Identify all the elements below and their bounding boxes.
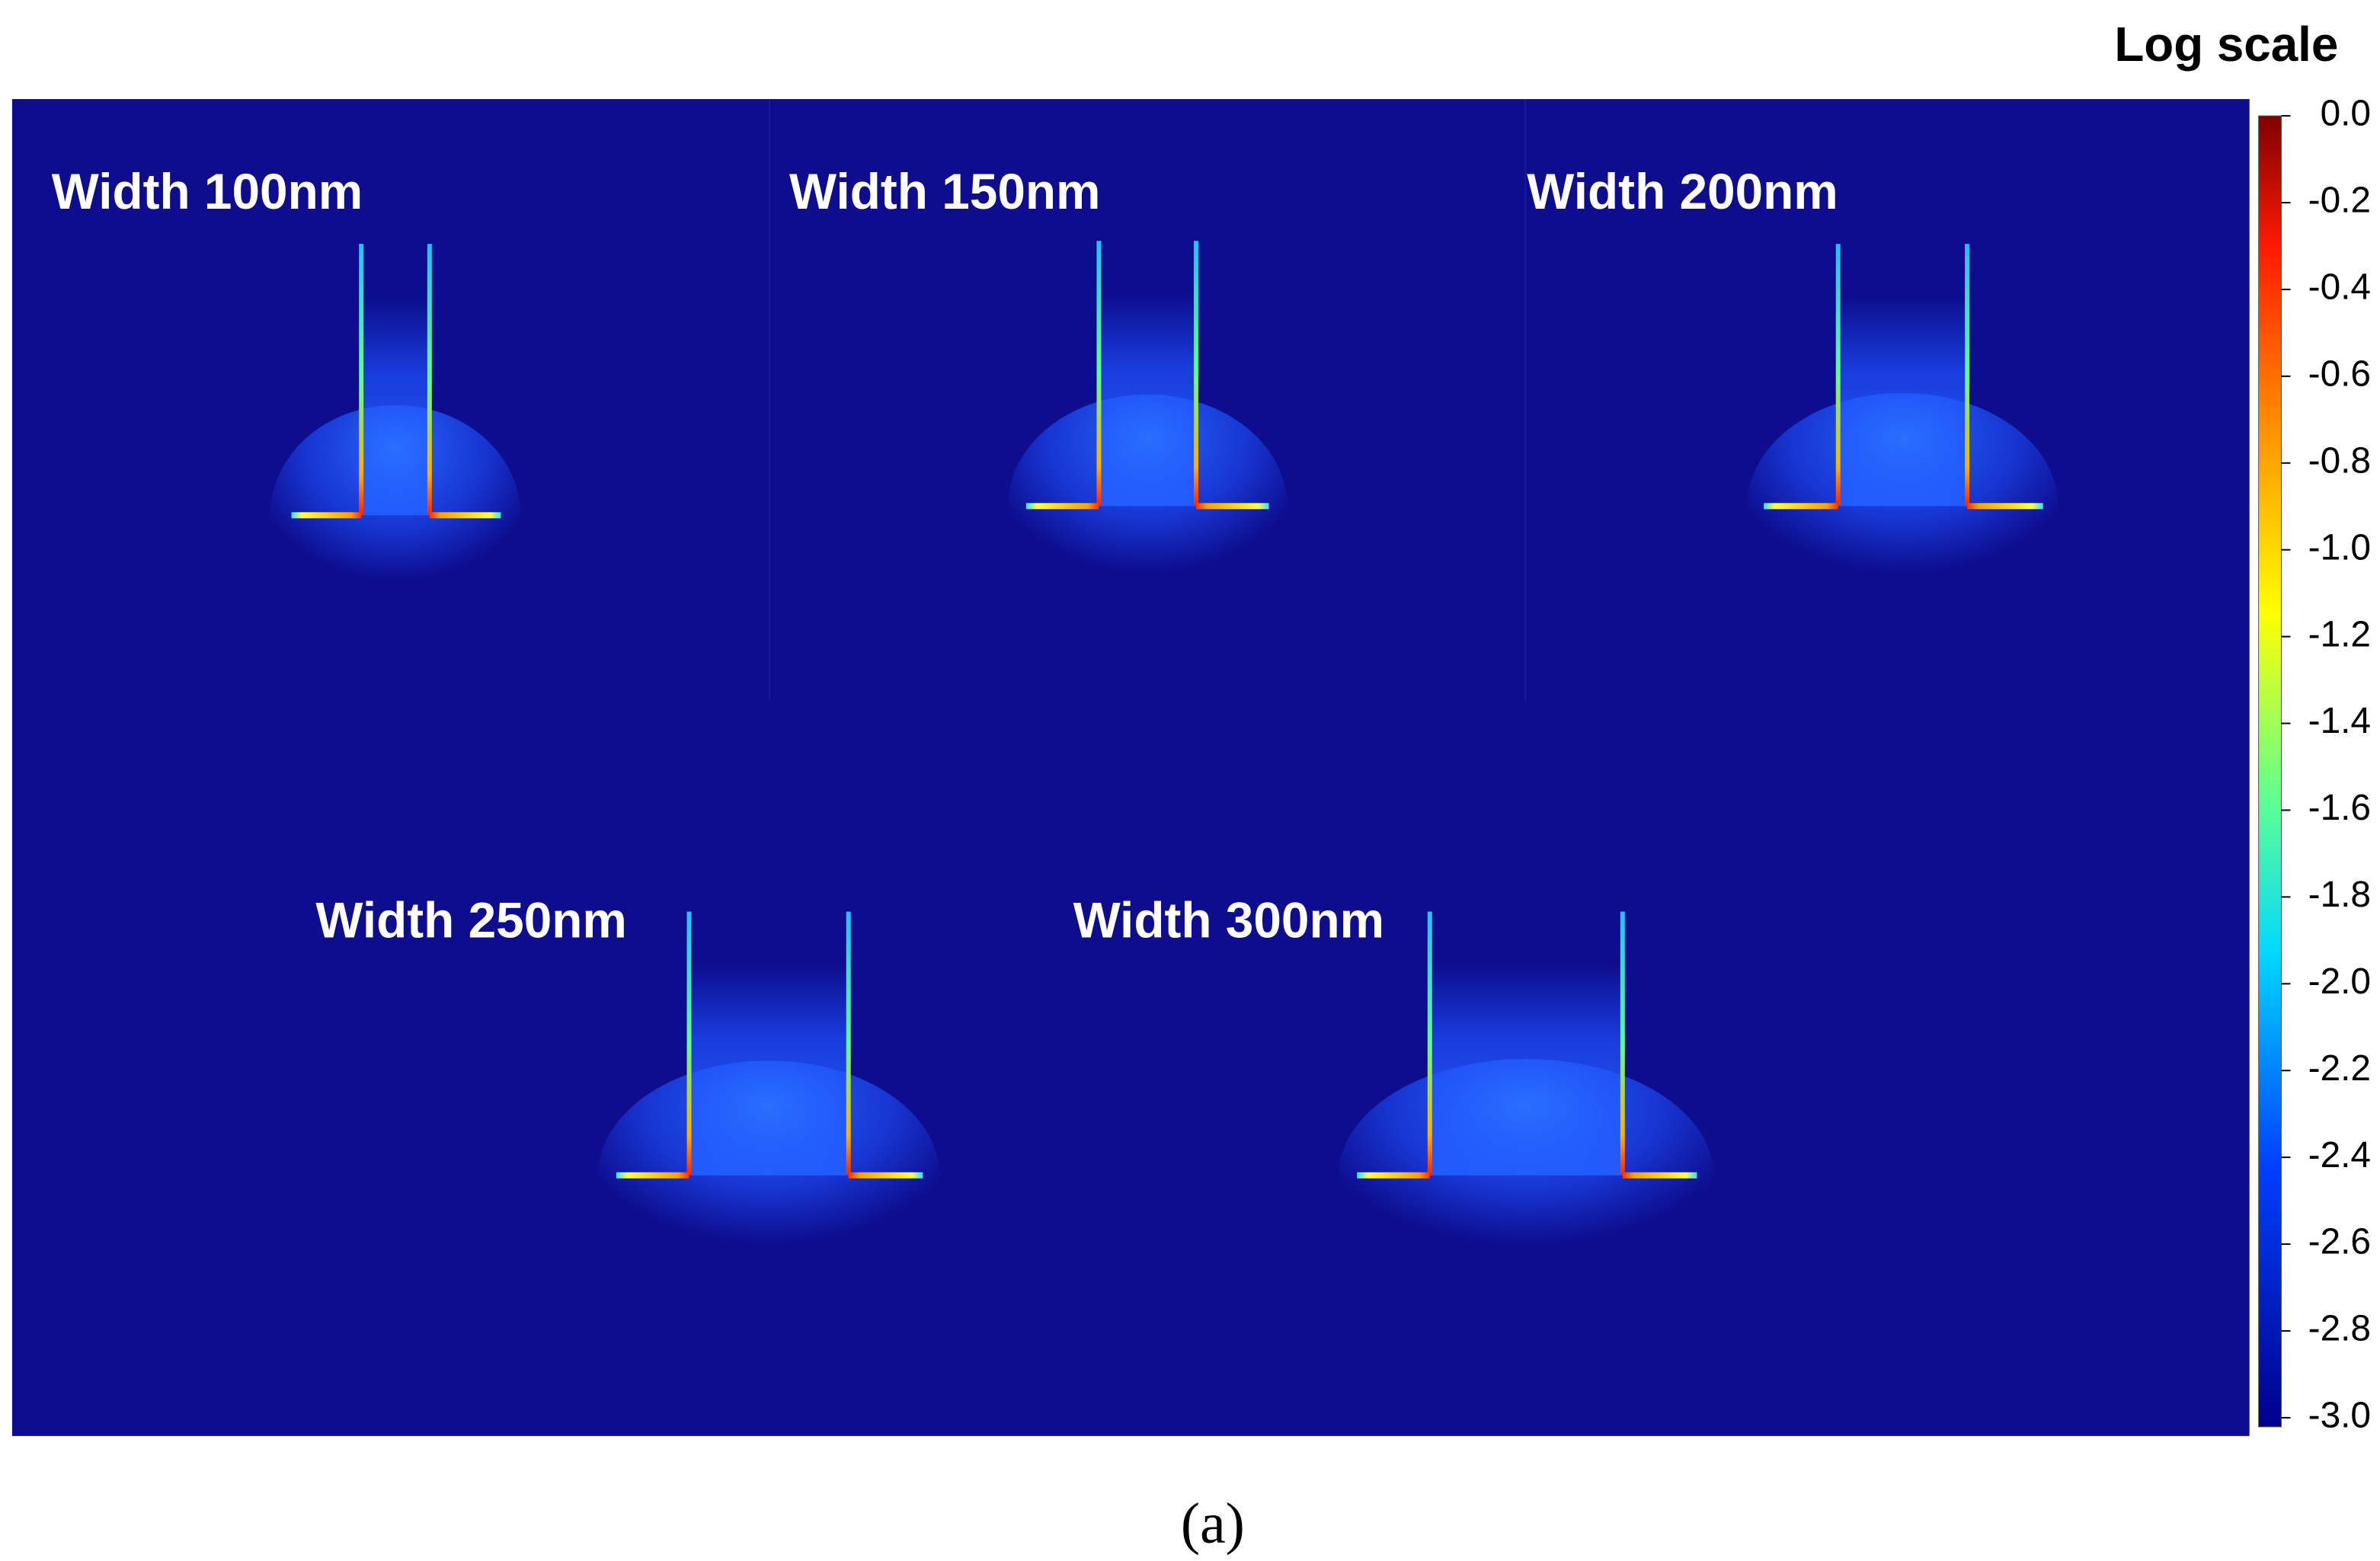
field-glow: [1339, 1058, 1714, 1292]
tick-label: -2.8: [2308, 1309, 2371, 1349]
wall: [846, 911, 851, 1176]
ledge: [616, 1172, 689, 1179]
field-glow: [597, 1060, 940, 1291]
tick-label: -3.0: [2308, 1396, 2371, 1436]
tick-label: -0.4: [2308, 267, 2371, 308]
caption: (a): [1181, 1492, 1245, 1556]
wall: [1427, 911, 1432, 1176]
ledge: [1357, 1172, 1430, 1179]
panel-label: Width 150nm: [789, 163, 1100, 219]
ledge: [291, 512, 362, 519]
tick-label: -1.6: [2308, 788, 2371, 828]
ledge: [848, 1172, 923, 1179]
ledge: [1764, 503, 1838, 510]
colorbar-title: Log scale: [2114, 17, 2338, 72]
wall: [1620, 911, 1625, 1176]
tick-label: -1.8: [2308, 875, 2371, 915]
colorbar-ticks: 0.0 -0.2 -0.4 -0.6 -0.8 -1.0 -1.2 -1.4 -1.6 -1.8 -…: [2281, 94, 2371, 1436]
wall: [1096, 241, 1102, 507]
ledge: [1025, 503, 1099, 510]
tick-label: -2.4: [2308, 1135, 2371, 1176]
tick-label: -0.6: [2308, 353, 2371, 394]
tick-label: -1.0: [2308, 527, 2371, 568]
wall: [1193, 241, 1198, 507]
tick-label: -1.2: [2308, 614, 2371, 654]
wall: [359, 244, 364, 516]
field-glow: [270, 405, 521, 625]
panel-label: Width 200nm: [1527, 163, 1838, 219]
tick-label: -0.2: [2308, 181, 2371, 221]
panel-label: Width 300nm: [1073, 891, 1384, 948]
wall: [427, 244, 432, 516]
panel-label: Width 100nm: [52, 163, 363, 219]
tick-label: -1.4: [2308, 701, 2371, 741]
ledge: [1967, 503, 2043, 510]
ledge: [1195, 503, 1269, 510]
ledge: [429, 512, 501, 519]
ledge: [1622, 1172, 1697, 1179]
panels: Width 100nm Width 150nm Width 200nm Width 2…: [52, 163, 2059, 1292]
wall: [1965, 244, 1970, 507]
wall: [686, 911, 692, 1176]
tick-label: -2.2: [2308, 1048, 2371, 1089]
colorbar: [2258, 115, 2282, 1428]
field-glow: [1747, 392, 2059, 619]
wall: [1835, 244, 1841, 507]
tick-label: 0.0: [2321, 94, 2371, 134]
field-glow: [1007, 394, 1288, 618]
panel-label: Width 250nm: [315, 891, 626, 948]
tick-label: -2.0: [2308, 961, 2371, 1002]
tick-label: -2.6: [2308, 1222, 2371, 1262]
tick-label: -0.8: [2308, 440, 2371, 481]
